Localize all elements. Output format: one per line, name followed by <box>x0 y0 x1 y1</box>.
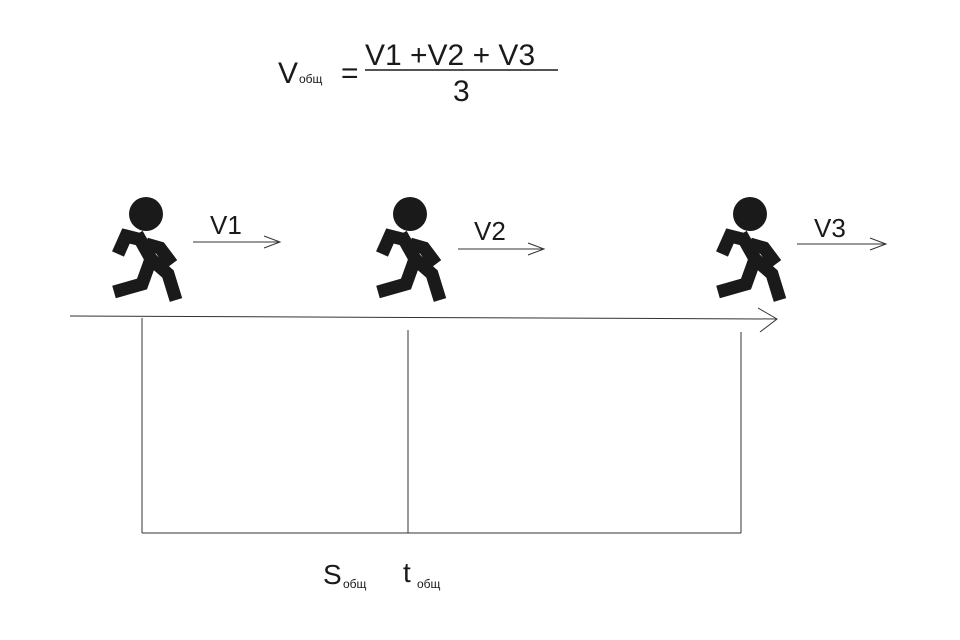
total-distance-subscript: общ <box>343 577 367 591</box>
average-velocity-formula: V общ = V1 +V2 + V3 3 <box>278 39 558 108</box>
arrowhead-icon <box>757 307 778 333</box>
arrowhead-icon <box>527 242 546 256</box>
velocity-label-1: V1 <box>210 210 242 240</box>
formula-numerator: V1 +V2 + V3 <box>365 39 535 72</box>
arrowhead-icon <box>263 235 282 249</box>
formula-equals: = <box>341 57 359 90</box>
running-person-icon <box>718 197 780 300</box>
velocity-2: V2 <box>458 216 546 256</box>
formula-denominator: 3 <box>453 75 470 108</box>
formula-lhs: V <box>278 57 298 90</box>
total-time: t <box>403 557 411 588</box>
total-distance: S <box>323 559 342 590</box>
running-person-icon <box>378 197 440 300</box>
velocity-label-3: V3 <box>814 213 846 243</box>
velocity-label-2: V2 <box>474 216 506 246</box>
total-time-subscript: общ <box>417 577 441 591</box>
formula-lhs-subscript: общ <box>299 72 323 86</box>
segment-brackets <box>141 318 742 534</box>
path-axis <box>69 307 778 333</box>
totals-labels: S общ t общ <box>323 557 441 591</box>
arrowhead-icon <box>869 237 888 251</box>
velocity-1: V1 <box>193 210 282 249</box>
ground-line <box>69 315 778 320</box>
running-person-icon <box>114 197 176 300</box>
velocity-3: V3 <box>797 213 888 251</box>
